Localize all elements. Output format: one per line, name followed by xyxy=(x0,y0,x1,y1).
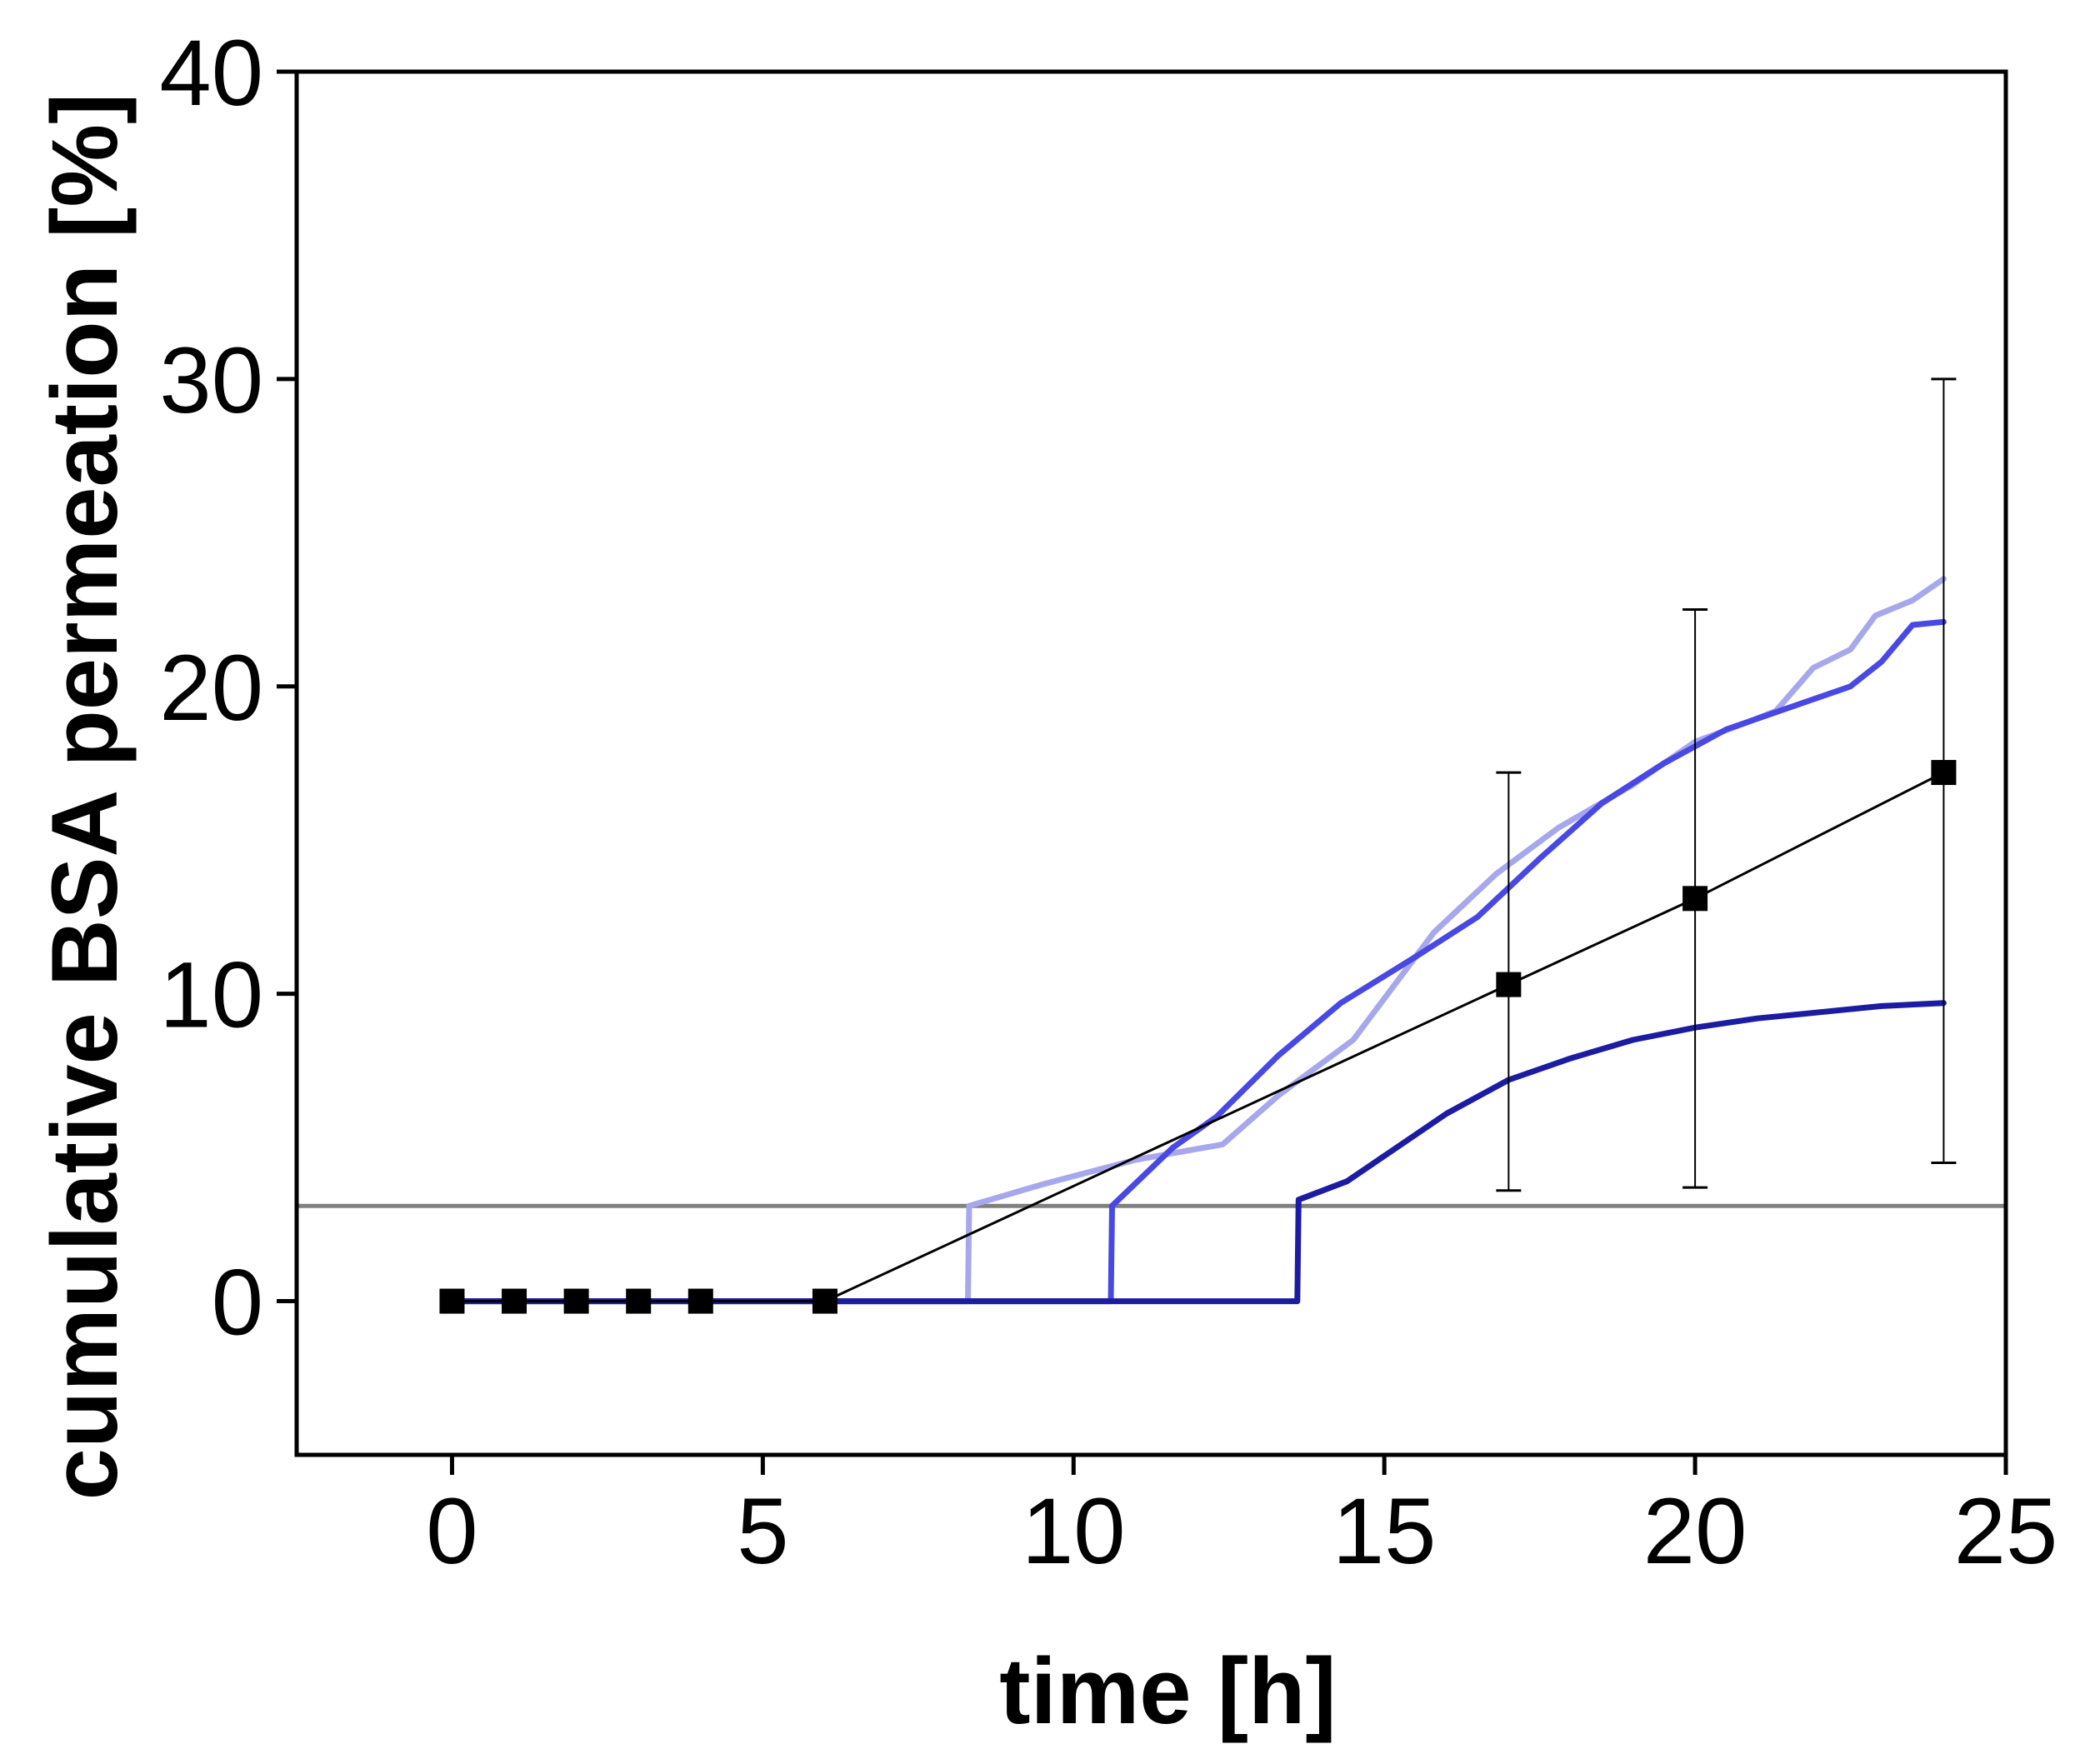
mean-marker xyxy=(688,1288,713,1314)
x-axis-title: time [h] xyxy=(999,1639,1336,1743)
y-tick-label: 40 xyxy=(159,21,263,125)
x-tick-label: 15 xyxy=(1332,1479,1437,1583)
y-tick-label: 20 xyxy=(159,636,263,740)
x-tick-label: 20 xyxy=(1643,1479,1748,1583)
y-tick-label: 10 xyxy=(159,943,263,1047)
mean-marker xyxy=(1682,886,1708,912)
mean-marker xyxy=(502,1288,528,1314)
mean-marker xyxy=(439,1288,465,1314)
x-tick-label: 5 xyxy=(737,1479,788,1583)
axis-layer: 0 5 10 15 20 25 0 10 20 30 40 xyxy=(159,21,2058,1583)
x-tick-label: 10 xyxy=(1022,1479,1126,1583)
mean-marker xyxy=(626,1288,652,1314)
series-line-light xyxy=(449,576,1947,1305)
series-line-dark xyxy=(449,1000,1947,1305)
mean-series-layer xyxy=(439,377,1957,1314)
mean-marker xyxy=(1931,760,1957,786)
y-tick-label: 0 xyxy=(212,1251,263,1355)
mean-marker xyxy=(812,1288,838,1314)
plot-frame xyxy=(294,69,2008,1457)
mean-marker xyxy=(563,1288,589,1314)
x-tick-label: 25 xyxy=(1954,1479,2058,1583)
x-tick-label: 0 xyxy=(426,1479,478,1583)
mean-marker xyxy=(1496,972,1522,997)
y-axis-title: cumulative BSA permeation [%] xyxy=(32,93,137,1501)
y-tick-label: 30 xyxy=(159,328,263,432)
